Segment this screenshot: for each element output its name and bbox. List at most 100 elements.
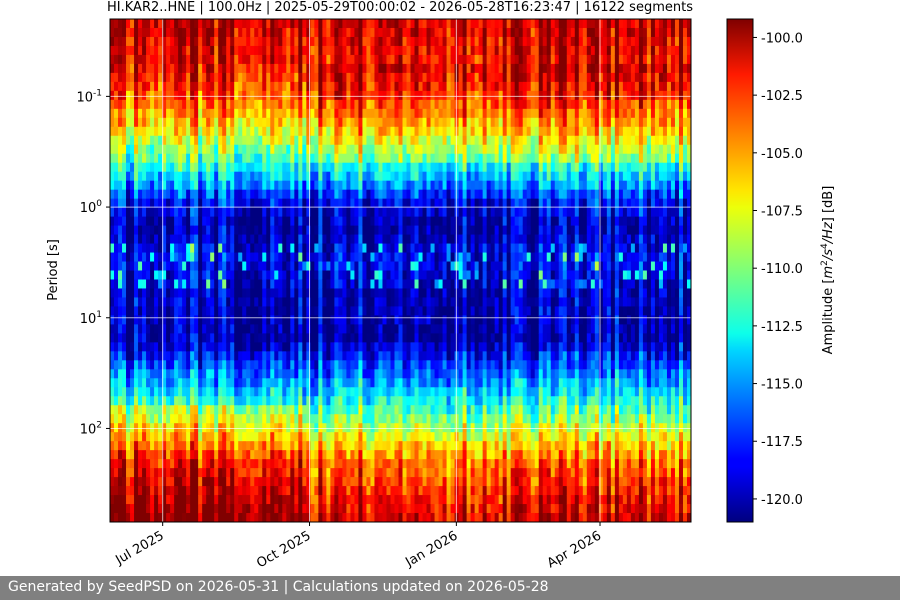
heatmap-cell [234,234,239,245]
heatmap-cell [158,207,163,218]
heatmap-cell [170,414,175,424]
heatmap-cell [366,225,371,236]
heatmap-cell [298,387,303,397]
heatmap-cell [386,279,391,289]
heatmap-cell [326,252,331,263]
heatmap-cell [434,504,440,514]
heatmap-cell [242,126,247,137]
heatmap-cell [382,432,387,442]
heatmap-cell [198,504,203,514]
heatmap-cell [350,495,355,505]
heatmap-cell [114,423,119,433]
heatmap-cell [382,306,387,316]
heatmap-cell [330,207,335,218]
heatmap-cell [174,126,179,137]
heatmap-cell [182,81,187,92]
heatmap-cell [398,198,404,209]
heatmap-cell [210,252,215,263]
heatmap-cell [202,27,207,38]
heatmap-cell [326,189,331,200]
heatmap-cell [326,360,331,370]
heatmap-cell [238,261,243,271]
heatmap-cell [190,369,195,379]
heatmap-cell [278,216,283,227]
heatmap-cell [250,396,255,406]
heatmap-cell [434,423,440,433]
heatmap-cell [318,135,323,146]
heatmap-cell [110,180,115,191]
heatmap-cell [306,153,311,164]
heatmap-cell [370,225,375,236]
heatmap-cell [374,405,379,415]
heatmap-cell [438,216,444,227]
heatmap-cell [330,153,335,164]
heatmap-cell [318,126,323,137]
heatmap-cell [222,216,227,227]
heatmap-cell [306,144,311,155]
heatmap-cell [286,270,291,280]
heatmap-cell [126,234,131,245]
heatmap-cell [402,297,408,307]
heatmap-cell [218,495,223,505]
heatmap-cell [314,180,319,191]
heatmap-cell [122,513,127,523]
heatmap-cell [210,72,215,83]
heatmap-cell [114,342,119,352]
heatmap-cell [418,261,424,271]
heatmap-cell [242,180,247,191]
heatmap-cell [114,450,119,460]
heatmap-cell [402,171,408,182]
heatmap-cell [154,108,159,119]
heatmap-cell [362,468,367,478]
heatmap-cell [314,171,319,182]
heatmap-cell [254,288,259,298]
heatmap-cell [222,387,227,397]
heatmap-cell [406,189,412,200]
heatmap-cell [274,360,279,370]
heatmap-cell [458,477,464,487]
heatmap-cell [310,513,315,523]
heatmap-cell [266,423,271,433]
heatmap-cell [334,189,339,200]
heatmap-cell [302,270,307,280]
heatmap-cell [114,144,119,155]
heatmap-cell [338,135,343,146]
heatmap-cell [342,81,347,92]
heatmap-cell [462,315,468,325]
heatmap-cell [354,432,359,442]
heatmap-cell [462,19,468,29]
heatmap-cell [222,468,227,478]
heatmap-cell [354,441,359,451]
heatmap-cell [134,351,139,361]
heatmap-cell [122,162,127,173]
heatmap-cell [346,279,351,289]
heatmap-cell [434,153,440,164]
heatmap-cell [218,315,223,325]
heatmap-cell [338,162,343,173]
heatmap-cell [330,495,335,505]
heatmap-cell [262,126,267,137]
heatmap-cell [118,513,123,523]
heatmap-cell [310,342,315,352]
heatmap-cell [282,234,287,245]
heatmap-cell [406,432,412,442]
heatmap-cell [386,54,391,65]
heatmap-cell [418,468,424,478]
heatmap-cell [126,135,131,146]
heatmap-cell [278,180,283,191]
heatmap-cell [374,27,379,38]
heatmap-cell [298,333,303,343]
heatmap-cell [146,270,151,280]
heatmap-cell [398,333,404,343]
heatmap-cell [374,414,379,424]
heatmap-cell [206,297,211,307]
heatmap-cell [182,19,187,29]
heatmap-cell [226,306,231,316]
heatmap-cell [234,45,239,56]
heatmap-cell [450,27,456,38]
heatmap-cell [178,495,183,505]
heatmap-cell [298,19,303,29]
heatmap-cell [398,171,404,182]
heatmap-cell [238,81,243,92]
heatmap-cell [110,117,115,128]
